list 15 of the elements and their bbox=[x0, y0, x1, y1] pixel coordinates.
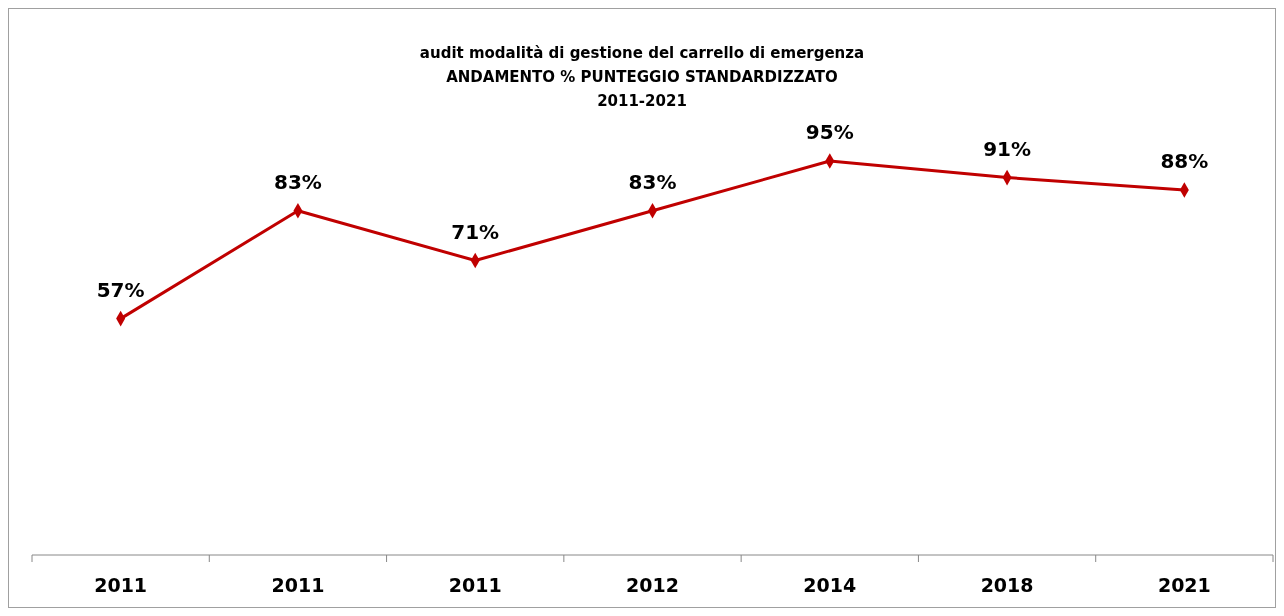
data-label: 83% bbox=[273, 169, 322, 194]
data-label: 83% bbox=[628, 169, 677, 194]
x-tick-label: 2012 bbox=[626, 574, 679, 596]
data-label: 91% bbox=[983, 136, 1032, 161]
chart-title: audit modalità di gestione del carrello di emergenza ANDAMENTO % PUNTEGGIO STANDARDIZZATO 2011-2021 bbox=[419, 44, 865, 110]
x-tick-label: 2021 bbox=[1157, 574, 1211, 596]
data-label: 88% bbox=[1160, 149, 1209, 174]
x-tick-label: 2018 bbox=[980, 574, 1034, 596]
x-tick-label: 2011 bbox=[94, 574, 148, 596]
x-tick-label: 2011 bbox=[271, 574, 325, 596]
data-label: 71% bbox=[451, 219, 500, 244]
x-tick-label: 2014 bbox=[803, 574, 857, 596]
data-label: 95% bbox=[805, 120, 854, 144]
x-tick-label: 2011 bbox=[448, 574, 502, 596]
data-label: 57% bbox=[96, 277, 145, 302]
